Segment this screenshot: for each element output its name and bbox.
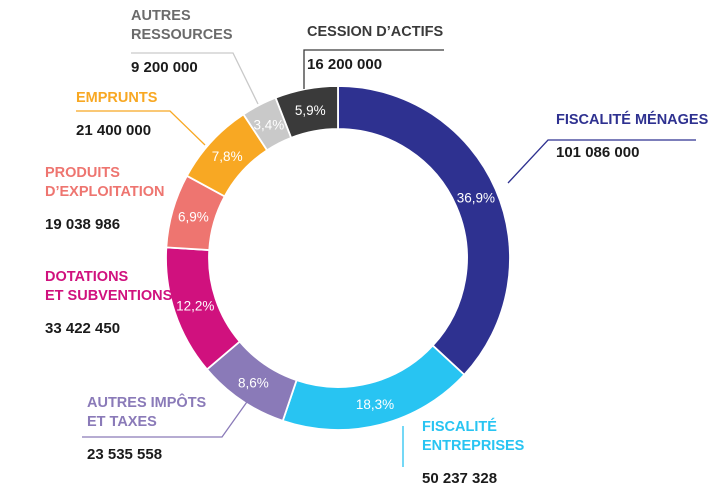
category-label-dotations: ET SUBVENTIONS (45, 288, 173, 304)
percent-label-fiscalite-menages: 36,9% (457, 191, 495, 206)
leader-line-autres-ressources (131, 52, 259, 105)
percent-label-emprunts: 7,8% (212, 149, 243, 164)
leader-line-cession-actifs (303, 49, 444, 89)
category-label-fiscalite-entreprises: FISCALITÉ (422, 418, 497, 435)
amount-label-dotations: 33 422 450 (45, 320, 120, 337)
percent-label-autres-impots: 8,6% (238, 375, 269, 390)
category-label-autres-impots: AUTRES IMPÔTS (87, 393, 207, 411)
leader-line-autres-impots (82, 391, 255, 438)
amount-label-produits-exploitation: 19 038 986 (45, 216, 120, 233)
percent-label-autres-ressources: 3,4% (254, 117, 285, 132)
amount-label-autres-impots: 23 535 558 (87, 446, 162, 463)
category-label-dotations: DOTATIONS (45, 269, 129, 285)
leader-line-emprunts (76, 110, 206, 146)
category-label-emprunts: EMPRUNTS (76, 90, 158, 106)
slice-cession-actifs (274, 85, 339, 139)
category-label-cession-actifs: CESSION D’ACTIFS (307, 24, 443, 40)
percent-label-fiscalite-entreprises: 18,3% (356, 397, 394, 412)
amount-label-cession-actifs: 16 200 000 (307, 56, 382, 73)
amount-label-fiscalite-entreprises: 50 237 328 (422, 470, 497, 487)
donut-slices (165, 85, 511, 431)
category-label-produits-exploitation: D’EXPLOITATION (45, 184, 165, 200)
amount-label-autres-ressources: 9 200 000 (131, 59, 198, 76)
category-label-autres-ressources: RESSOURCES (131, 27, 233, 43)
category-label-autres-impots: ET TAXES (87, 414, 157, 430)
category-label-autres-ressources: AUTRES (131, 8, 191, 24)
category-labels: FISCALITÉ MÉNAGES 101 086 000 FISCALITÉ ENT… (45, 8, 709, 487)
percent-label-dotations: 12,2% (176, 299, 214, 314)
leader-lines (76, 49, 696, 467)
slice-fiscalite-menages (337, 85, 511, 377)
amount-label-fiscalite-menages: 101 086 000 (556, 144, 639, 161)
category-label-produits-exploitation: PRODUITS (45, 165, 120, 181)
percent-label-cession-actifs: 5,9% (295, 103, 326, 118)
amount-label-emprunts: 21 400 000 (76, 122, 151, 139)
percent-label-produits-exploitation: 6,9% (178, 209, 209, 224)
percent-labels: 36,9% 18,3% 8,6% 12,2% 6,9% 7,8% 3,4% 5,9% (176, 103, 495, 412)
category-label-fiscalite-menages: FISCALITÉ MÉNAGES (556, 111, 709, 128)
category-label-fiscalite-entreprises: ENTREPRISES (422, 438, 525, 454)
slice-fiscalite-entreprises (281, 344, 466, 431)
leader-line-fiscalite-menages (507, 139, 696, 184)
